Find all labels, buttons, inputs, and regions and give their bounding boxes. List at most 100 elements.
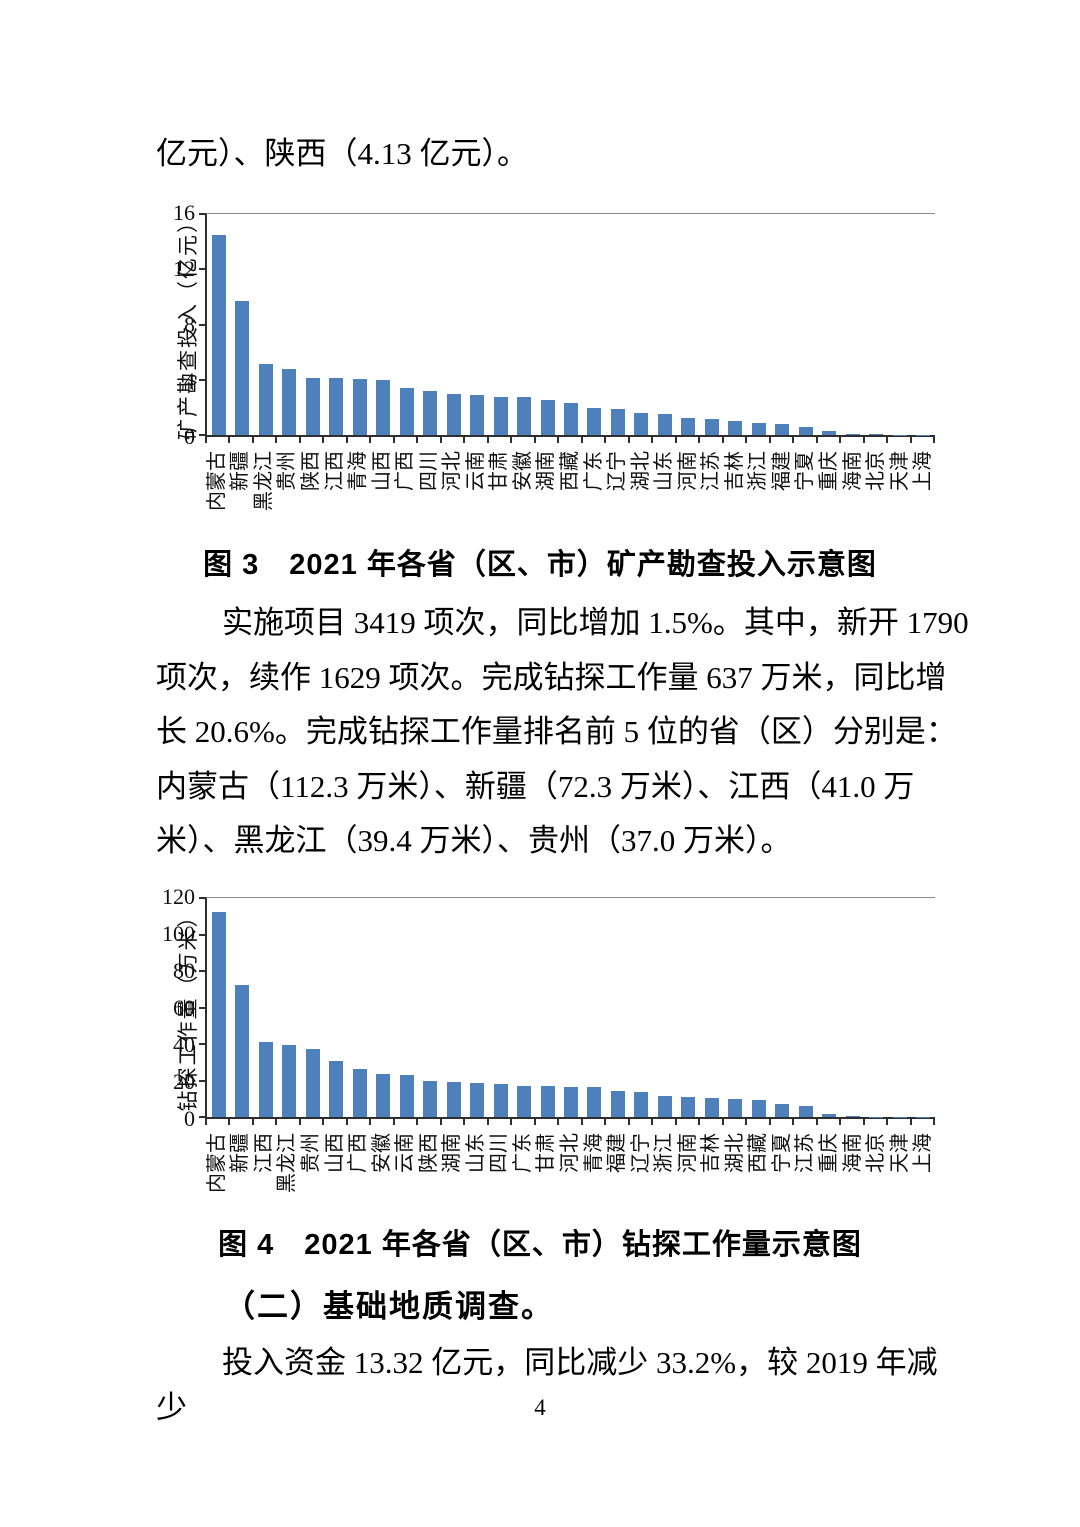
bar-河南: [681, 1096, 696, 1117]
x-tick-mark: [536, 437, 560, 443]
x-axis-label: 宁夏: [770, 1133, 793, 1173]
bar-江西: [258, 1042, 273, 1117]
bar-slot: [818, 898, 841, 1117]
y-tick-mark: [199, 378, 205, 381]
x-label-cell: 新疆: [229, 1128, 253, 1222]
x-axis-label: 黑龙江: [276, 1133, 299, 1193]
x-label-cell: 江西: [252, 1128, 276, 1222]
x-tick-mark: [606, 1119, 630, 1125]
bar-slot: [841, 214, 864, 435]
bar-陕西: [305, 377, 320, 435]
x-tick-mark: [371, 1119, 395, 1125]
bar-slot: [841, 898, 864, 1117]
x-tick-mark: [395, 437, 419, 443]
x-tick-mark: [324, 1119, 348, 1125]
bar-slot: [489, 214, 512, 435]
x-tick-mark: [700, 437, 724, 443]
x-axis-label: 四川: [417, 451, 440, 491]
paragraph-line: 内蒙古（112.3 万米）、新疆（72.3 万米）、江西（41.0 万: [156, 768, 915, 804]
x-label-cell: 福建: [605, 1128, 629, 1222]
bar-slot: [700, 898, 723, 1117]
x-axis-label: 河北: [558, 1133, 581, 1173]
bar-四川: [493, 1083, 508, 1117]
x-tick-mark: [677, 1119, 701, 1125]
bar-黑龙江: [258, 364, 273, 435]
bar-广西: [399, 388, 414, 435]
y-tick-mark: [199, 970, 205, 973]
x-axis-label: 福建: [770, 451, 793, 491]
x-axis-label: 北京: [865, 1133, 888, 1173]
x-label-cell: 天津: [888, 1128, 912, 1222]
x-tick-mark: [301, 437, 325, 443]
x-tick-mark: [771, 437, 795, 443]
y-tick-label: 0: [184, 1106, 195, 1131]
bar-吉林: [704, 1098, 719, 1117]
x-label-cell: 贵州: [299, 1128, 323, 1222]
bar-slot: [324, 214, 347, 435]
bar-slot: [536, 898, 559, 1117]
y-tick-label: 80: [173, 958, 195, 984]
bar-slot: [724, 898, 747, 1117]
x-axis-label: 青海: [347, 451, 370, 491]
x-label-cell: 重庆: [817, 1128, 841, 1222]
x-tick-mark: [512, 437, 536, 443]
y-tick-label: 60: [173, 995, 195, 1020]
x-tick-mark: [418, 1119, 442, 1125]
bar-slot: [418, 898, 441, 1117]
x-label-cell: 湖南: [535, 446, 559, 530]
x-axis-label: 湖南: [535, 451, 558, 491]
x-tick-mark: [724, 437, 748, 443]
bar-slot: [888, 214, 911, 435]
bar-北京: [869, 434, 884, 435]
bar-福建: [775, 423, 790, 435]
y-tick-label: 0: [184, 424, 195, 449]
x-axis-label: 辽宁: [629, 1133, 652, 1173]
x-tick-mark: [348, 1119, 372, 1125]
x-label-cell: 广东: [511, 1128, 535, 1222]
x-ticks-row: [205, 1119, 936, 1125]
x-tick-mark: [583, 1119, 607, 1125]
x-axis-label: 贵州: [299, 1133, 322, 1173]
paragraph-bottom: 投入资金 13.32 亿元，同比减少 33.2%，较 2019 年减少: [156, 1345, 938, 1425]
x-tick-mark: [348, 437, 372, 443]
x-axis-label: 宁夏: [794, 451, 817, 491]
x-axis-label: 新疆: [229, 451, 252, 491]
x-axis-label: 安徽: [511, 451, 534, 491]
y-tick-label: 20: [173, 1069, 195, 1095]
bar-青海: [352, 379, 367, 435]
x-labels-row: 内蒙古 新疆 江西 黑龙江 贵州 山西 广西 安徽 云南 陕西 湖南 山东 四川 广东 甘肃 河北 青海 福建 辽宁…: [205, 1128, 935, 1222]
x-axis-label: 海南: [841, 451, 864, 491]
section-heading: （二）基础地质调查。: [224, 1289, 554, 1324]
bar-slot: [254, 898, 277, 1117]
bar-slot: [277, 214, 300, 435]
bar-slot: [630, 214, 653, 435]
x-axis-label: 重庆: [817, 1133, 840, 1173]
y-tick-mark: [199, 1079, 205, 1082]
x-tick-mark: [653, 437, 677, 443]
x-axis-label: 云南: [464, 451, 487, 491]
bar-slot: [442, 214, 465, 435]
bar-slot: [512, 214, 535, 435]
x-label-cell: 吉林: [699, 1128, 723, 1222]
bar-新疆: [235, 301, 250, 435]
bar-slot: [771, 898, 794, 1117]
x-axis-label: 浙江: [747, 451, 770, 491]
y-tick-mark: [199, 933, 205, 936]
y-tick-mark: [199, 1116, 205, 1118]
bar-河北: [564, 1086, 578, 1117]
x-label-cell: 河北: [558, 1128, 582, 1222]
bar-slot: [747, 898, 770, 1117]
x-label-cell: 吉林: [723, 446, 747, 530]
x-label-cell: 新疆: [229, 446, 253, 530]
y-tick-mark: [199, 1043, 205, 1046]
x-axis-label: 贵州: [276, 451, 299, 491]
bar-山东: [657, 413, 672, 435]
x-label-cell: 内蒙古: [205, 1128, 229, 1222]
x-label-cell: 安徽: [511, 446, 535, 530]
bar-青海: [587, 1087, 602, 1117]
bar-slot: [724, 214, 747, 435]
bar-slot: [512, 898, 535, 1117]
x-tick-mark: [395, 1119, 419, 1125]
bars-row: [207, 898, 935, 1117]
bar-宁夏: [798, 427, 813, 435]
